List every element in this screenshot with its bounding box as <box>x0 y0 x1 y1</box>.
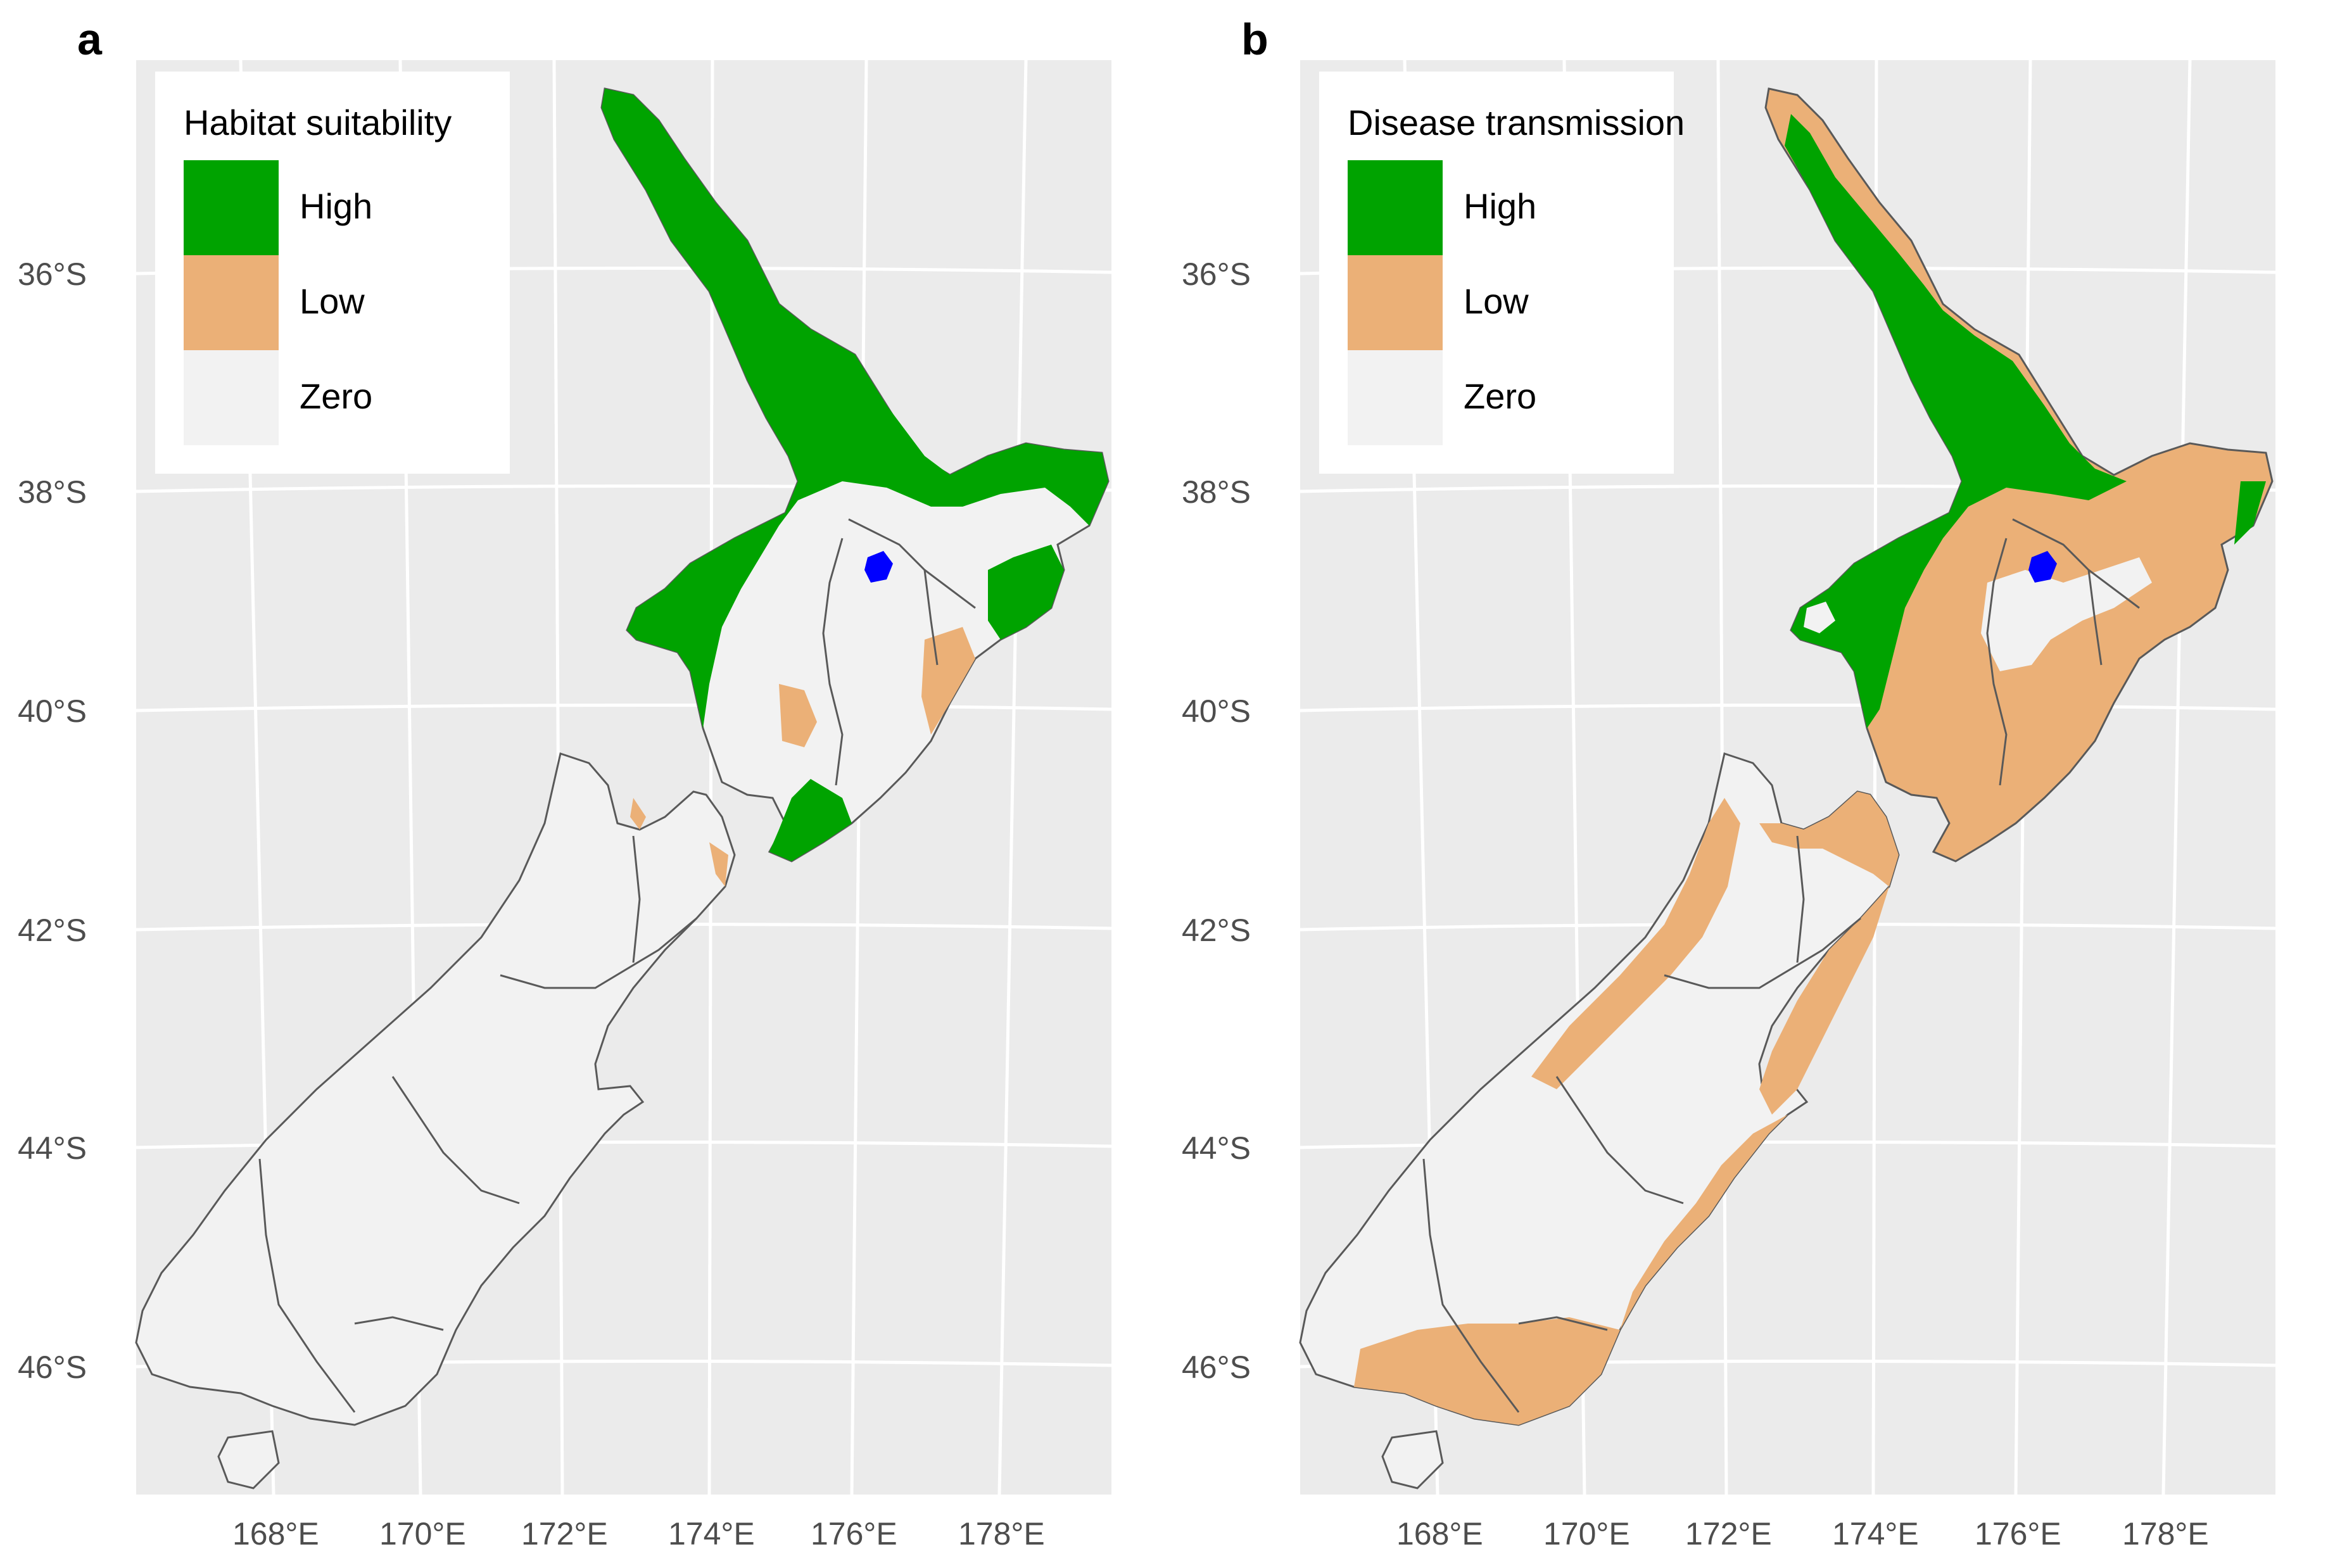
panel-b: b <box>1164 0 2328 1568</box>
legend-key-high <box>184 160 279 255</box>
lat-label-42: 42°S <box>18 913 87 948</box>
south-island <box>135 752 736 1426</box>
legend: Habitat suitability High Low Zero <box>155 72 510 474</box>
lat-label-38: 38°S <box>1182 474 1251 510</box>
lon-label-168: 168°E <box>232 1516 319 1552</box>
low-region-tasman <box>630 798 646 830</box>
lon-label-170: 170°E <box>379 1516 466 1552</box>
legend-label-zero: Zero <box>300 376 373 416</box>
lon-label-168: 168°E <box>1396 1516 1483 1552</box>
zero-region-taranaki <box>1804 602 1835 633</box>
legend-key-high <box>1348 160 1443 255</box>
legend-title: Disease transmission <box>1348 103 1685 142</box>
low-region-canterbury <box>1759 887 1889 1115</box>
lon-label-172: 172°E <box>1685 1516 1772 1552</box>
low-region-manawatu <box>779 684 817 747</box>
stewart-island <box>217 1430 280 1489</box>
lat-label-38: 38°S <box>18 474 87 510</box>
low-region-tasman <box>1759 792 1899 887</box>
low-region-marlborough <box>709 842 728 887</box>
lat-label-44: 44°S <box>1182 1130 1251 1166</box>
lat-label-36: 36°S <box>1182 256 1251 292</box>
region-borders <box>1422 518 2140 1413</box>
legend-key-low <box>1348 255 1443 350</box>
lon-label-174: 174°E <box>1832 1516 1919 1552</box>
panel-letter: a <box>77 15 102 64</box>
legend-label-zero: Zero <box>1464 376 1537 416</box>
panel-letter: b <box>1241 15 1268 64</box>
legend-label-high: High <box>1464 186 1537 226</box>
high-region-coast-east <box>2234 481 2266 545</box>
lat-label-40: 40°S <box>1182 693 1251 729</box>
legend-key-zero <box>184 350 279 445</box>
region-borders <box>258 518 976 1413</box>
lon-label-176: 176°E <box>1975 1516 2061 1552</box>
stewart-island <box>1381 1430 1444 1489</box>
lon-label-170: 170°E <box>1543 1516 1630 1552</box>
panel-a: a <box>18 15 1112 1552</box>
legend-label-low: Low <box>1464 281 1529 321</box>
lon-label-174: 174°E <box>668 1516 755 1552</box>
high-region-north <box>602 89 1108 728</box>
legend-key-zero <box>1348 350 1443 445</box>
lon-label-176: 176°E <box>811 1516 897 1552</box>
high-region-wellington <box>769 779 852 861</box>
lat-label-46: 46°S <box>1182 1350 1251 1385</box>
lat-label-36: 36°S <box>18 256 87 292</box>
legend-key-low <box>184 255 279 350</box>
high-region-north <box>1785 114 2127 728</box>
lat-label-44: 44°S <box>18 1130 87 1166</box>
legend: Disease transmission High Low Zero <box>1319 72 1685 474</box>
low-region-west-coast <box>1531 798 1740 1089</box>
lon-label-178: 178°E <box>2122 1516 2209 1552</box>
lat-label-46: 46°S <box>18 1350 87 1385</box>
lat-label-40: 40°S <box>18 693 87 729</box>
lon-label-172: 172°E <box>521 1516 608 1552</box>
legend-label-high: High <box>300 186 373 226</box>
lake-taupo <box>2028 551 2057 583</box>
lat-label-42: 42°S <box>1182 913 1251 948</box>
legend-title: Habitat suitability <box>184 103 452 142</box>
lon-label-178: 178°E <box>958 1516 1045 1552</box>
lake-taupo <box>864 551 893 583</box>
high-region-coast-east <box>988 545 1064 640</box>
legend-label-low: Low <box>300 281 365 321</box>
